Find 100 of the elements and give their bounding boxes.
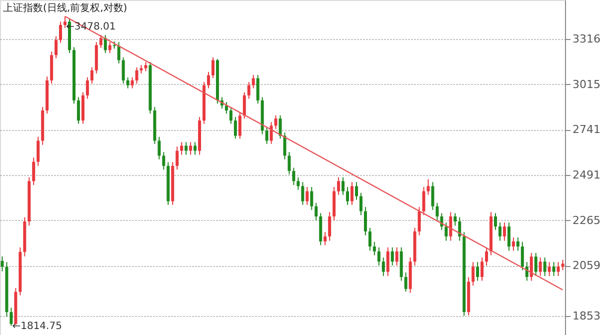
candlestick	[274, 114, 278, 130]
candlestick	[310, 186, 314, 211]
candlestick	[561, 259, 564, 271]
candlestick	[252, 74, 255, 89]
candlestick	[76, 96, 80, 124]
candlestick	[306, 186, 309, 206]
candlestick	[10, 307, 13, 326]
candlestick	[368, 227, 372, 252]
candlestick	[530, 252, 533, 282]
candlestick	[288, 152, 291, 175]
candlestick	[556, 262, 560, 277]
candlestick	[0, 256, 4, 272]
candlestick	[502, 222, 506, 242]
candlestick	[395, 246, 398, 266]
candlestick	[99, 34, 102, 48]
candlestick	[278, 114, 282, 140]
candlestick	[543, 257, 546, 277]
candlestick	[242, 92, 246, 120]
y-tick-label: 2265	[572, 214, 600, 227]
y-tick-label: 3015	[572, 78, 600, 91]
candlestick	[229, 106, 232, 124]
candlestick	[324, 232, 327, 246]
candlestick	[431, 182, 434, 211]
candlestick	[90, 66, 94, 84]
candlestick	[189, 142, 192, 156]
candlestick	[444, 222, 448, 242]
candlestick	[108, 42, 112, 54]
candlestick	[516, 236, 520, 252]
candlestick	[480, 257, 484, 282]
candlestick	[64, 16, 67, 28]
candlestick	[390, 246, 394, 266]
candlestick	[426, 178, 430, 196]
candlestick	[211, 57, 214, 79]
candlestick	[144, 62, 148, 72]
candlestick	[265, 126, 268, 144]
candlestick	[54, 36, 58, 59]
candlestick	[364, 206, 367, 236]
candlestick	[382, 257, 385, 277]
candlestick	[32, 157, 36, 186]
candlestick	[337, 176, 340, 196]
candlestick	[422, 186, 426, 216]
candlestick	[224, 102, 228, 114]
candlestick	[458, 216, 462, 242]
y-tick-label: 2741	[572, 123, 600, 136]
candlestick	[342, 176, 345, 196]
candlestick	[476, 262, 480, 282]
candlestick	[328, 212, 332, 242]
y-tick-label: 2491	[572, 168, 600, 182]
candlestick	[162, 152, 166, 170]
candlestick	[283, 132, 286, 160]
candlestick	[498, 222, 502, 242]
candlestick	[418, 206, 421, 236]
candlestick	[520, 241, 524, 271]
candlestick	[234, 116, 237, 140]
candlestick	[350, 182, 354, 206]
candlestick	[135, 66, 138, 84]
chart-title: 上证指数(日线,前复权,对数)	[3, 2, 128, 14]
candlestick	[454, 212, 457, 226]
candlestick	[301, 182, 304, 206]
candlestick	[449, 212, 452, 242]
candlestick	[194, 142, 197, 156]
candlestick	[292, 167, 296, 186]
candlestick	[122, 57, 125, 84]
y-tick-label: 3316	[572, 32, 600, 46]
candlestick	[256, 74, 260, 104]
candlestick	[372, 241, 376, 256]
annotation: ←1814.75	[12, 320, 62, 332]
candlestick	[117, 42, 120, 64]
candlestick	[548, 262, 551, 277]
candlestick	[270, 122, 273, 144]
y-tick-label: 2059	[572, 259, 600, 272]
candlestick	[538, 257, 542, 277]
candlestick	[386, 246, 390, 277]
candlestick	[404, 272, 408, 292]
candlestick	[59, 21, 62, 44]
candlestick	[207, 71, 210, 89]
candlestick	[507, 222, 510, 252]
y-tick-label: 1853	[572, 309, 600, 322]
candlestick	[238, 111, 242, 140]
candlestick	[494, 212, 497, 230]
candlestick	[512, 236, 515, 252]
candlestick	[534, 252, 538, 277]
candlestick	[36, 136, 40, 166]
candlestick	[472, 262, 475, 286]
candlestick	[247, 81, 250, 100]
candlestick	[296, 176, 300, 190]
candlestick	[130, 76, 134, 89]
candlestick	[176, 146, 179, 170]
candlestick	[86, 76, 89, 100]
candlestick	[485, 246, 488, 266]
candlestick	[436, 202, 439, 221]
candlestick	[377, 246, 380, 266]
candlestick	[184, 142, 188, 156]
candlestick	[180, 142, 184, 156]
candlestick	[104, 34, 107, 54]
candlestick	[354, 182, 358, 200]
candlestick	[126, 76, 130, 89]
candlestick	[552, 262, 556, 277]
candlestick	[346, 186, 350, 206]
candlestick	[158, 136, 161, 160]
